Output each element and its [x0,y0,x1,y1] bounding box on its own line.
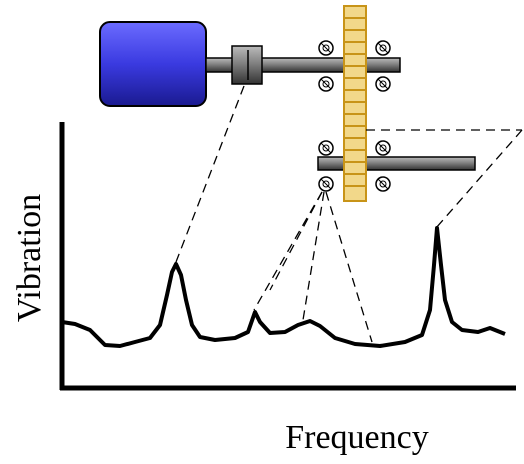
spectrum-trace [61,226,506,348]
axes [59,122,516,391]
y-axis-label: Vibration [11,194,48,322]
machine [99,5,476,202]
x-axis-label: Frequency [285,419,429,456]
leader-lines [175,85,523,343]
